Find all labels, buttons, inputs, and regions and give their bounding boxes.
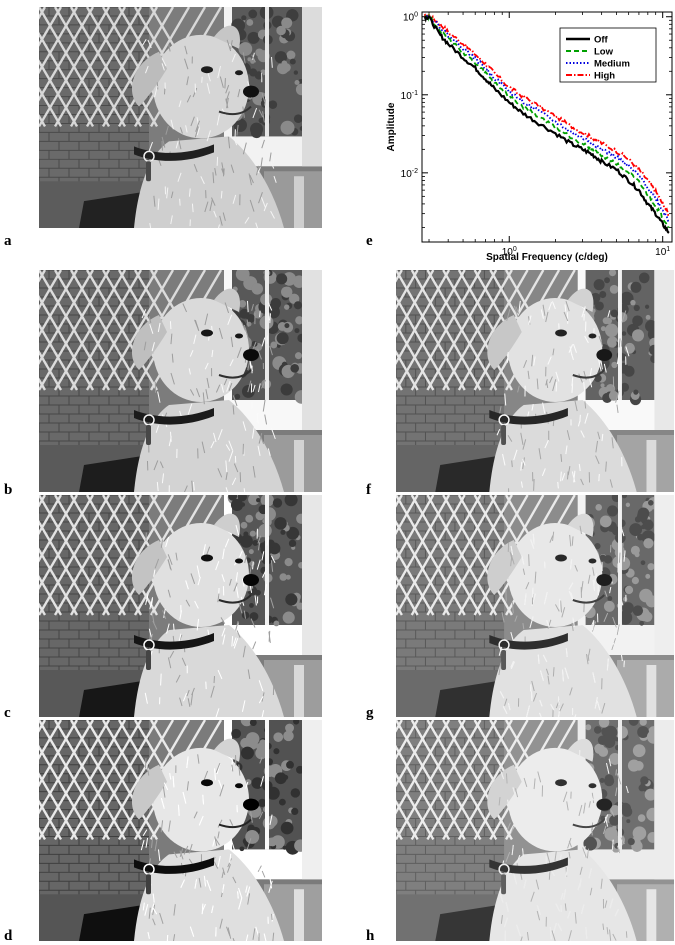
dog-photo — [396, 495, 674, 717]
panel-letter-f: f — [366, 482, 371, 498]
y-axis-label: Amplitude — [386, 102, 397, 151]
y-tick-label: 10-2 — [401, 168, 418, 180]
panel-letter-b: b — [4, 482, 13, 498]
photo-panel-d — [39, 720, 322, 941]
legend-label-medium: Medium — [594, 59, 630, 70]
series-line-off — [423, 15, 670, 234]
dog-photo — [39, 720, 322, 941]
legend-label-high: High — [594, 71, 615, 82]
series-line-low — [424, 13, 670, 229]
photo-panel-h — [396, 720, 674, 941]
x-tick-label: 101 — [655, 246, 670, 258]
legend-label-off: Off — [594, 35, 609, 46]
panel-letter-c: c — [4, 705, 11, 721]
plot-frame — [421, 11, 673, 243]
dog-photo — [39, 270, 322, 492]
photo-panel-f — [396, 270, 674, 492]
dog-photo — [396, 270, 674, 492]
photo-panel-a — [39, 7, 322, 228]
panel-letter-e: e — [366, 233, 373, 249]
x-axis-label: Spatial Frequency (c/deg) — [486, 252, 608, 263]
y-tick-label: 10-1 — [401, 90, 418, 102]
panel-letter-h: h — [366, 928, 375, 944]
dog-photo — [39, 495, 322, 717]
panel-letter-a: a — [4, 233, 12, 249]
photo-panel-b — [39, 270, 322, 492]
photo-panel-c — [39, 495, 322, 717]
dog-photo — [396, 720, 674, 941]
dog-photo — [39, 7, 322, 228]
photo-panel-g — [396, 495, 674, 717]
legend-box — [559, 27, 657, 83]
series-line-high — [423, 13, 670, 217]
series-line-medium — [424, 13, 670, 223]
panel-letter-g: g — [366, 705, 374, 721]
panel-letter-d: d — [4, 928, 13, 944]
y-tick-label: 100 — [403, 12, 418, 24]
legend-label-low: Low — [594, 47, 614, 58]
